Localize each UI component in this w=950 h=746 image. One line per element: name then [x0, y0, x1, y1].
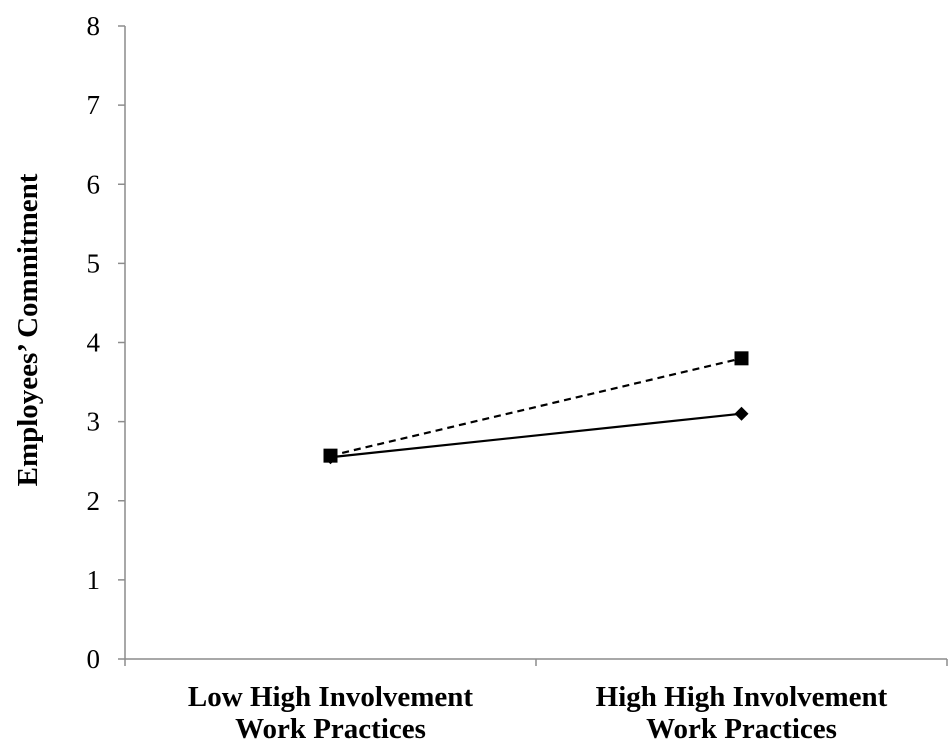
y-tick-label: 4: [87, 328, 101, 358]
y-tick-label: 1: [87, 565, 101, 595]
series-2-line: [330, 357, 742, 457]
y-tick-label: 5: [87, 248, 101, 278]
y-tick-label: 2: [87, 486, 101, 516]
x-category-label-line: Low High Involvement: [188, 681, 474, 713]
y-tick-labels: 0 1 2 3 4 5 6 7 8: [87, 11, 101, 674]
x-category-label: High High Involvement Work Practices: [596, 681, 888, 745]
series-2-square-marker: [734, 351, 749, 366]
series-1-line: [330, 412, 742, 459]
series-1-diamond-marker: [734, 406, 749, 421]
x-category-label-line: Work Practices: [646, 713, 837, 745]
y-tick-label: 7: [87, 90, 101, 120]
x-category-label-line: Work Practices: [235, 713, 426, 745]
x-category-label: Low High Involvement Work Practices: [188, 681, 474, 745]
series-2-square-marker: [323, 448, 338, 463]
y-tick-label: 3: [87, 407, 101, 437]
axes: [118, 25, 948, 666]
y-tick-label: 8: [87, 11, 101, 41]
y-tick-label: 0: [87, 644, 101, 674]
y-tick-label: 6: [87, 169, 101, 199]
y-axis-title: Employees’ Commitment: [12, 173, 44, 486]
x-category-label-line: High High Involvement: [596, 681, 888, 713]
series-lines: [323, 351, 749, 465]
